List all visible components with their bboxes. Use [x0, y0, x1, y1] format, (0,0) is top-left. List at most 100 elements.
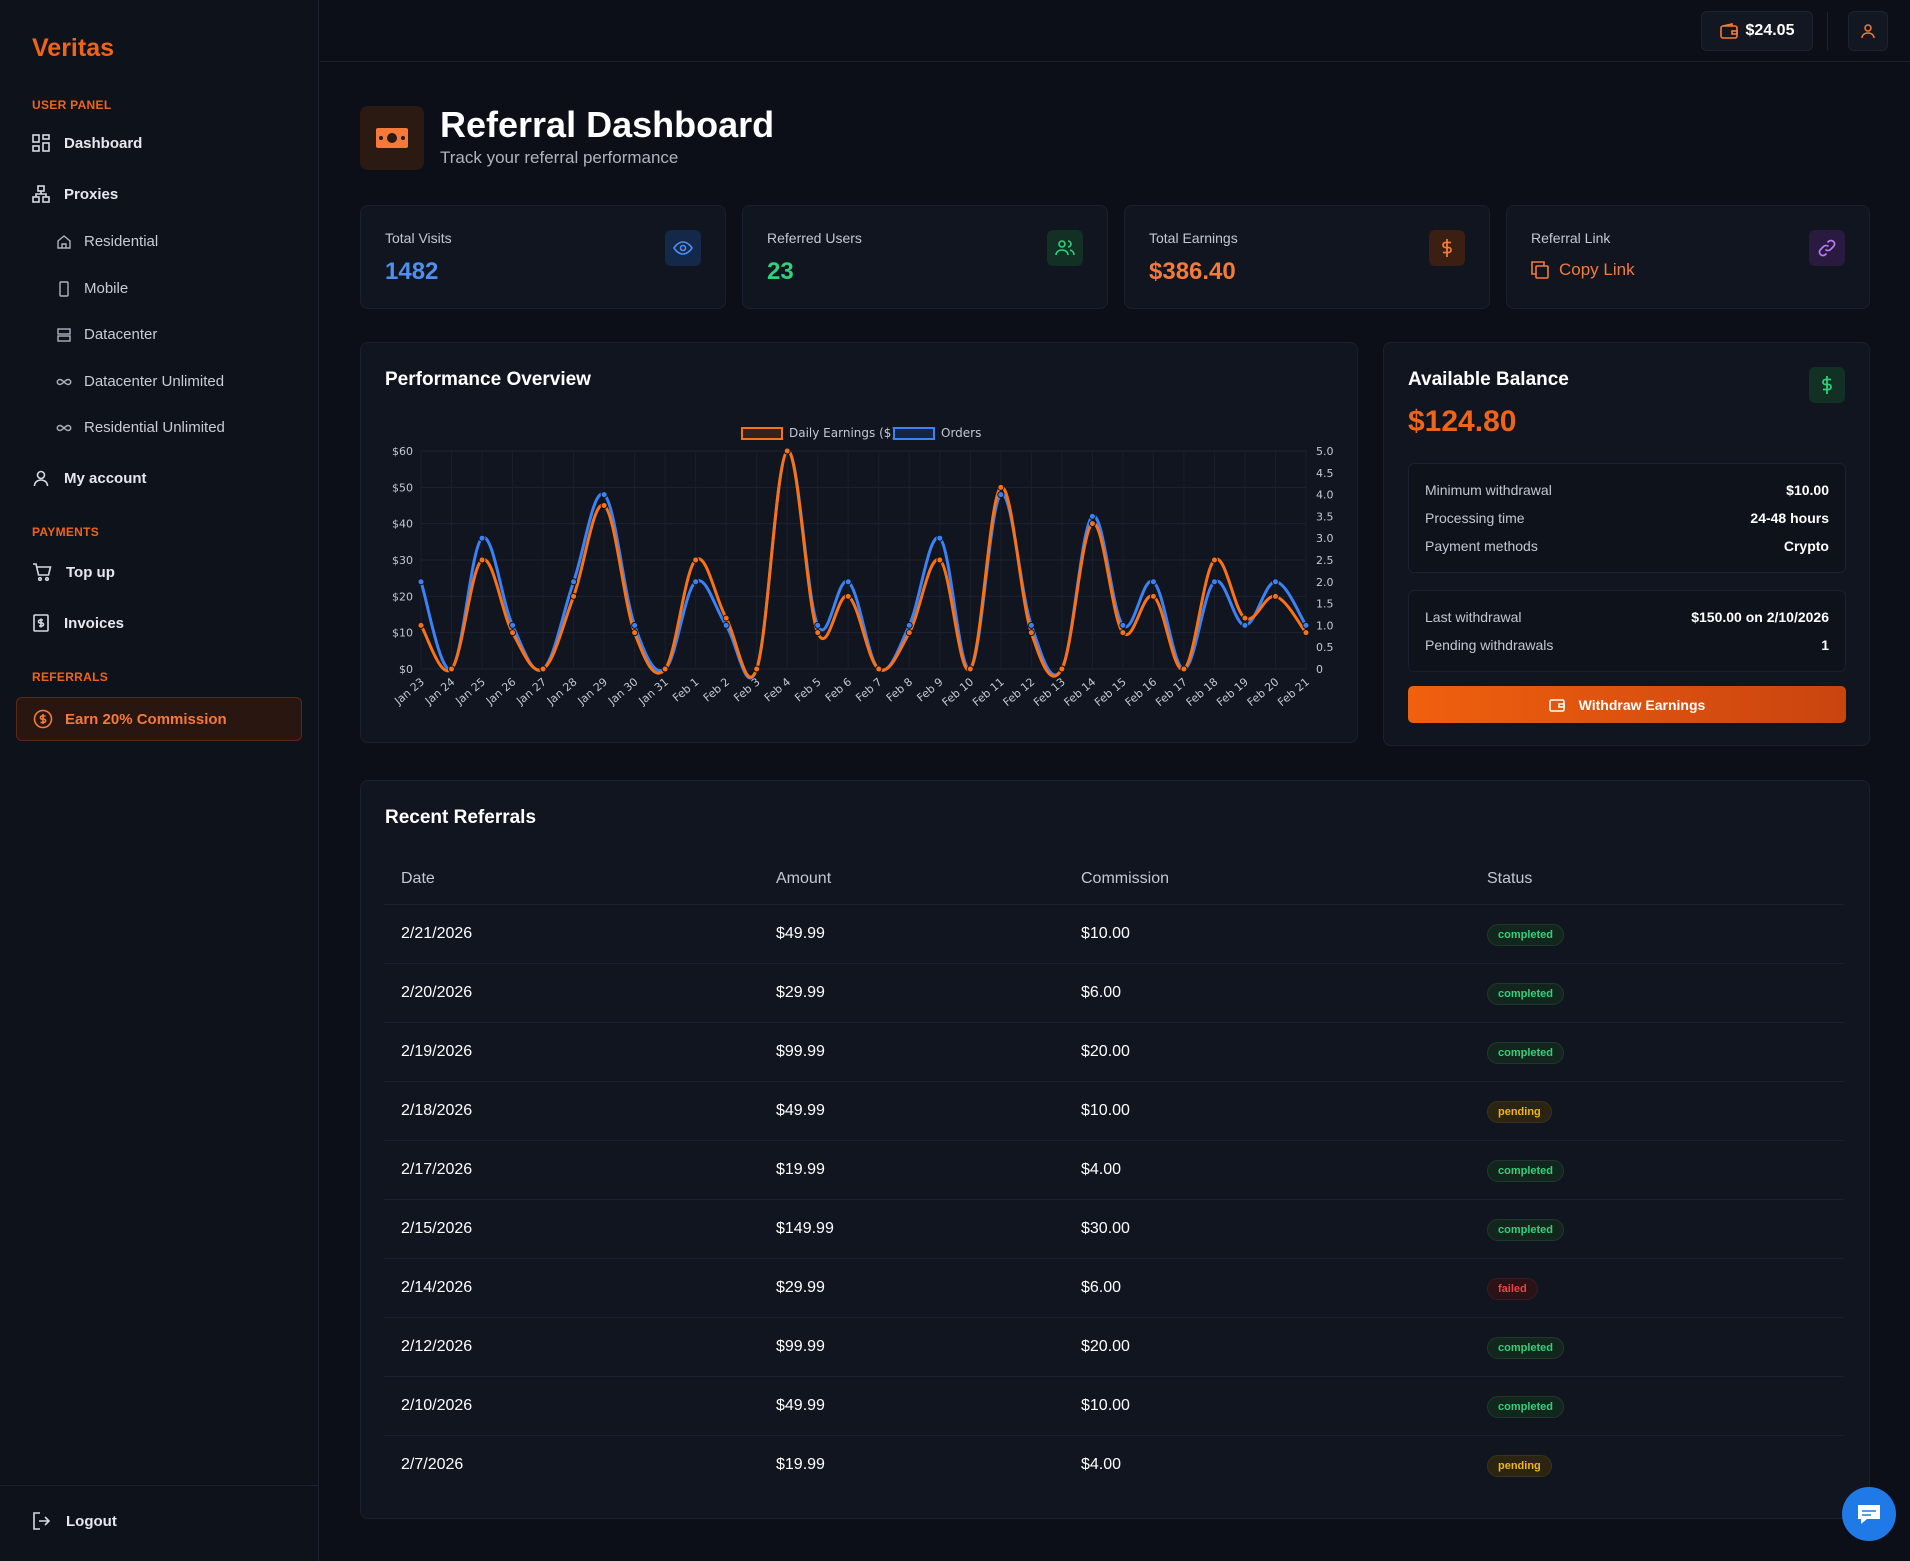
status-badge: completed [1487, 1160, 1565, 1182]
withdrawal-history-box: Last withdrawal $150.00 on 2/10/2026 Pen… [1408, 590, 1846, 672]
cell-amount: $19.99 [776, 1456, 825, 1473]
user-menu-button[interactable] [1848, 11, 1888, 51]
cell-commission: $4.00 [1081, 1161, 1122, 1178]
table-row[interactable]: 2/14/2026 $29.99 $6.00 failed [384, 1258, 1844, 1317]
data-point [1271, 578, 1279, 586]
chart-legend-orders[interactable]: Orders [893, 426, 981, 440]
cell-commission: $4.00 [1081, 1456, 1122, 1473]
withdraw-earnings-button[interactable]: Withdraw Earnings [1408, 686, 1846, 723]
sidebar-item-residential[interactable]: Residential [56, 233, 158, 250]
y-tick-label: $30 [392, 554, 413, 567]
y-tick-label: 1.5 [1316, 598, 1334, 611]
user-icon [33, 470, 49, 487]
series-line-orders [419, 449, 1308, 680]
chat-widget-button[interactable] [1842, 1487, 1896, 1541]
data-point [570, 578, 578, 586]
stat-card-referral-link: Referral Link Copy Link [1506, 205, 1870, 309]
status-badge: completed [1487, 924, 1565, 946]
sidebar-item-datacenter[interactable]: Datacenter [56, 326, 157, 343]
cell-commission: $10.00 [1081, 1102, 1130, 1119]
sidebar-item-residential-unlimited[interactable]: Residential Unlimited [56, 419, 225, 436]
performance-card: Performance Overview Daily Earnings ($) … [360, 342, 1358, 743]
table-row[interactable]: 2/12/2026 $99.99 $20.00 completed [384, 1317, 1844, 1376]
stat-card-referred-users: Referred Users 23 [742, 205, 1108, 309]
app-logo[interactable]: Veritas [32, 34, 115, 62]
cell-amount: $49.99 [776, 925, 825, 942]
sidebar-item-top-up[interactable]: Top up [32, 563, 115, 581]
data-point [753, 665, 761, 673]
logout-button[interactable]: Logout [32, 1512, 117, 1530]
sidebar-item-label: Residential [84, 233, 159, 250]
copy-link-button[interactable]: Copy Link [1531, 260, 1635, 280]
data-point [1088, 512, 1096, 520]
kv-payment-methods: Payment methods Crypto [1425, 538, 1829, 554]
withdrawal-info-box: Minimum withdrawal $10.00 Processing tim… [1408, 463, 1846, 573]
cell-commission: $10.00 [1081, 925, 1130, 942]
wallet-balance: $24.05 [1745, 22, 1795, 39]
sidebar-item-my-account[interactable]: My account [32, 469, 147, 487]
users-icon [1055, 240, 1075, 256]
x-tick-label: Jan 30 [605, 675, 641, 708]
cell-amount: $99.99 [776, 1043, 825, 1060]
data-point [1119, 629, 1127, 637]
cart-icon [33, 563, 52, 581]
x-tick-label: Feb 11 [970, 675, 1007, 709]
chart-legend-earnings[interactable]: Daily Earnings ($) [741, 426, 896, 440]
sidebar-item-dashboard[interactable]: Dashboard [32, 134, 142, 152]
data-point [600, 491, 608, 499]
cell-commission: $30.00 [1081, 1220, 1130, 1237]
column-header-date[interactable]: Date [401, 870, 435, 887]
data-point [1027, 621, 1035, 629]
x-tick-label: Jan 29 [575, 675, 611, 708]
y-tick-label: $10 [392, 627, 413, 640]
sidebar-item-proxies[interactable]: Proxies [32, 185, 118, 203]
recent-referrals-card: Recent Referrals [360, 780, 1870, 1519]
table-row[interactable]: 2/15/2026 $149.99 $30.00 completed [384, 1199, 1844, 1258]
data-point [814, 621, 822, 629]
grid-icon [32, 134, 50, 152]
data-point [1027, 629, 1035, 637]
table-row[interactable]: 2/20/2026 $29.99 $6.00 completed [384, 963, 1844, 1022]
sidebar-item-invoices[interactable]: Invoices [32, 614, 124, 632]
data-point [966, 665, 974, 673]
stat-icon-visits [665, 230, 701, 266]
table-row[interactable]: 2/21/2026 $49.99 $10.00 completed [384, 904, 1844, 963]
y-axis-right: 0 0.5 1.0 1.5 2.0 2.5 3.0 3.5 4.0 4.5 5.0 [1316, 445, 1334, 676]
cell-commission: $6.00 [1081, 1279, 1122, 1296]
sidebar-item-earn-commission[interactable]: Earn 20% Commission [16, 697, 302, 741]
sidebar-item-datacenter-unlimited[interactable]: Datacenter Unlimited [56, 373, 224, 390]
y-tick-label: 3.0 [1316, 532, 1334, 545]
data-point [1180, 665, 1188, 673]
sidebar-divider [0, 1485, 319, 1486]
data-point [1119, 621, 1127, 629]
stat-label: Total Earnings [1149, 230, 1238, 246]
eye-icon [673, 241, 693, 255]
section-label-user-panel: USER PANEL [32, 98, 112, 112]
table-row[interactable]: 2/19/2026 $99.99 $20.00 completed [384, 1022, 1844, 1081]
column-header-amount[interactable]: Amount [776, 870, 832, 887]
data-point [631, 629, 639, 637]
wallet-balance-button[interactable]: $24.05 [1701, 11, 1813, 51]
cell-commission: $20.00 [1081, 1043, 1130, 1060]
x-tick-label: Feb 19 [1214, 675, 1251, 709]
table-row[interactable]: 2/7/2026 $19.99 $4.00 pending [384, 1435, 1844, 1494]
logout-label: Logout [66, 1512, 117, 1530]
stat-value-earnings: $386.40 [1149, 258, 1236, 285]
kv-label: Processing time [1425, 510, 1525, 526]
column-header-status[interactable]: Status [1487, 870, 1533, 887]
home-icon [57, 234, 71, 249]
stat-value-users: 23 [767, 258, 794, 285]
data-point [417, 578, 425, 586]
cell-date: 2/12/2026 [401, 1338, 473, 1355]
kv-value: $150.00 on 2/10/2026 [1691, 609, 1829, 625]
table-row[interactable]: 2/17/2026 $19.99 $4.00 completed [384, 1140, 1844, 1199]
table-row[interactable]: 2/10/2026 $49.99 $10.00 completed [384, 1376, 1844, 1435]
dollar-icon [1822, 376, 1832, 394]
column-header-commission[interactable]: Commission [1081, 870, 1170, 887]
table-row[interactable]: 2/18/2026 $49.99 $10.00 pending [384, 1081, 1844, 1140]
sidebar-item-label: Proxies [64, 185, 119, 203]
y-tick-label: $40 [392, 518, 413, 531]
referrals-title: Recent Referrals [385, 807, 537, 828]
sidebar-item-mobile[interactable]: Mobile [56, 280, 128, 297]
sidebar-item-label: Invoices [64, 614, 125, 632]
